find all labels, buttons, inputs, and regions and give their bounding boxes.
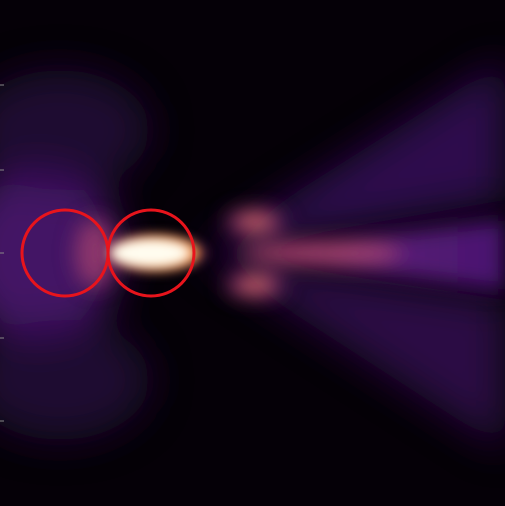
hot-spot [100,231,210,275]
glow [0,60,505,450]
edge-ticks [0,84,4,422]
circle-right [106,208,196,298]
